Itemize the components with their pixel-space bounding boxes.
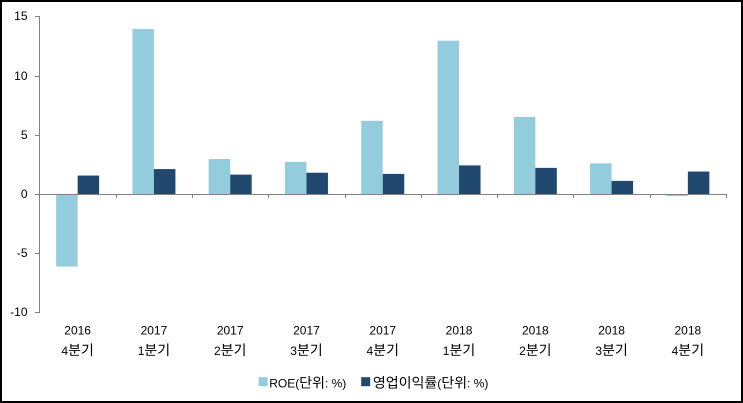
svg-text:4: 4 [367,344,374,358]
svg-text:: %): : %) [467,377,488,391]
svg-text:-10: -10 [10,305,28,319]
svg-text:4: 4 [61,344,68,358]
svg-text:0: 0 [21,187,28,201]
svg-text:15: 15 [14,9,28,23]
svg-text:5: 5 [21,128,28,142]
svg-text:10: 10 [14,69,28,83]
svg-text:2017: 2017 [141,323,168,337]
svg-text:2018: 2018 [446,323,473,337]
svg-text:3: 3 [290,344,297,358]
svg-text:: %): : %) [325,377,346,391]
svg-text:(: ( [437,377,441,391]
svg-text:4: 4 [672,344,679,358]
svg-text:2018: 2018 [598,323,625,337]
svg-text:2018: 2018 [675,323,702,337]
svg-text:2017: 2017 [293,323,320,337]
svg-text:2017: 2017 [369,323,396,337]
svg-text:2: 2 [519,344,526,358]
svg-text:3: 3 [595,344,602,358]
svg-text:2018: 2018 [522,323,549,337]
svg-text:2: 2 [214,344,221,358]
svg-text:2017: 2017 [217,323,244,337]
svg-text:1: 1 [138,344,145,358]
svg-text:1: 1 [443,344,450,358]
svg-text:-5: -5 [17,246,28,260]
svg-text:2016: 2016 [64,323,91,337]
svg-text:ROE(: ROE( [269,377,299,391]
